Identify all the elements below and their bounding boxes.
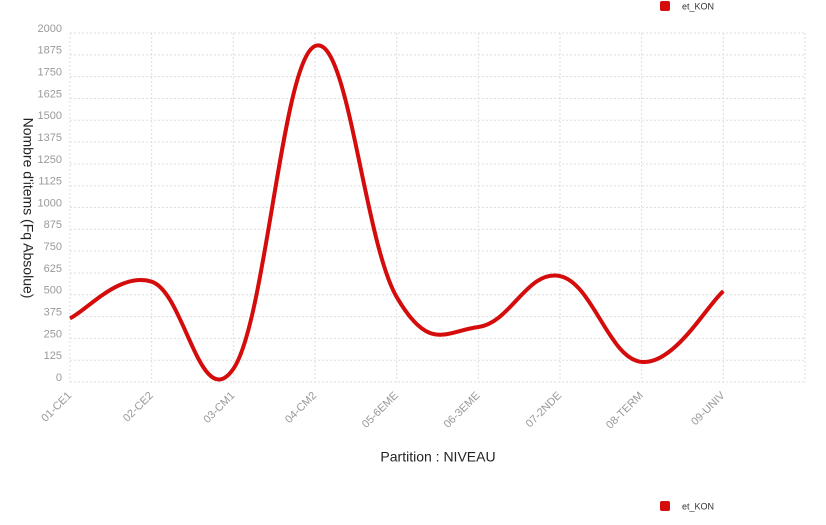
y-tick-label: 250 [44, 328, 62, 340]
y-tick-label: 625 [44, 263, 62, 275]
y-tick-label: 1375 [38, 132, 62, 144]
y-tick-label: 1250 [38, 154, 62, 166]
x-tick-label: 08-TERM [604, 390, 646, 432]
legend-swatch [660, 1, 670, 11]
y-tick-label: 1125 [38, 176, 62, 188]
x-tick-label: 07-2NDE [524, 390, 564, 430]
y-tick-label: 500 [44, 285, 62, 297]
y-tick-label: 1000 [38, 197, 62, 209]
legend-label: et_KON [682, 1, 714, 11]
legend-label: et_KON [682, 501, 714, 511]
x-tick-label: 01-CE1 [39, 390, 74, 425]
y-tick-label: 375 [44, 306, 62, 318]
y-tick-label: 1875 [38, 45, 62, 57]
x-tick-label: 06-3EME [442, 390, 483, 431]
y-axis-title: Nombre d'items (Fq Absolue) [20, 118, 36, 299]
y-tick-label: 750 [44, 241, 62, 253]
y-tick-label: 1625 [38, 88, 62, 100]
data-line [69, 43, 725, 382]
x-tick-label: 02-CE2 [121, 390, 156, 425]
y-tick-label: 2000 [38, 23, 62, 35]
legend-swatch [660, 501, 670, 511]
x-axis-title: Partition : NIVEAU [380, 449, 495, 465]
y-tick-label: 0 [56, 372, 62, 384]
y-tick-label: 125 [44, 350, 62, 362]
y-tick-label: 1500 [38, 110, 62, 122]
x-tick-label: 09-UNIV [689, 389, 728, 428]
x-tick-label: 03-CM1 [201, 390, 237, 426]
y-tick-label: 875 [44, 219, 62, 231]
x-tick-label: 05-6EME [360, 390, 401, 431]
y-tick-label: 1750 [38, 67, 62, 79]
x-tick-label: 04-CM2 [283, 390, 319, 426]
